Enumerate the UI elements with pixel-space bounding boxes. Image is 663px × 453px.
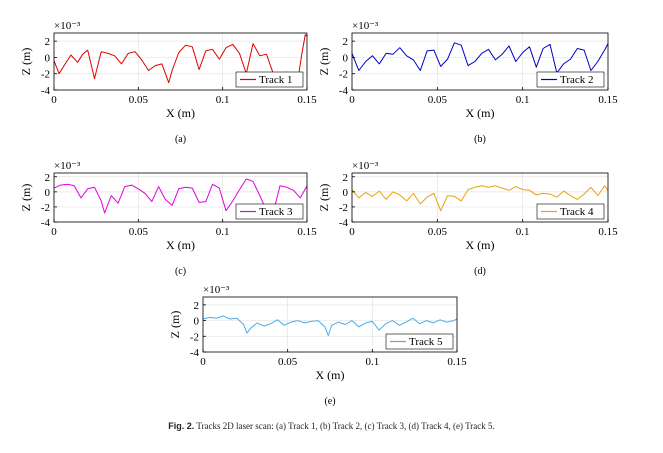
panel4-panel-label: (d) — [474, 266, 486, 277]
panel2-x-tick-label-1: 0.05 — [428, 94, 448, 106]
panel4-y-tick-label-3: 2 — [343, 172, 349, 184]
panel2-legend-box — [536, 71, 605, 88]
panel1-x-tick-label-0: 0 — [51, 94, 57, 106]
panel5-x-tick-label-2: 0.1 — [365, 356, 379, 368]
panel3-x-tick-label-2: 0.1 — [216, 226, 230, 238]
panel1-y-multiplier: ×10⁻³ — [54, 20, 81, 32]
panel4-y-axis-label: Z (m) — [317, 184, 331, 212]
panel3-x-axis-label: X (m) — [166, 238, 195, 252]
panel1-legend-box — [235, 71, 304, 88]
panel2-y-tick-label-0: -4 — [339, 85, 349, 97]
panel4-x-tick-label-2: 0.1 — [516, 226, 530, 238]
panel5-y-tick-label-0: -4 — [190, 347, 200, 359]
panel5-panel-label: (e) — [324, 396, 335, 407]
panel4-y-tick-label-0: -4 — [339, 217, 349, 229]
panel1-y-tick-label-1: -2 — [41, 69, 50, 81]
panel4-x-axis-label: X (m) — [466, 238, 495, 252]
panel3-y-tick-label-2: 0 — [45, 187, 51, 199]
panel5-x-tick-label-3: 0.15 — [447, 356, 467, 368]
panel3-y-axis-label: Z (m) — [19, 184, 33, 212]
panel3-y-multiplier: ×10⁻³ — [54, 160, 81, 172]
panel3-x-tick-label-3: 0.15 — [297, 226, 317, 238]
panel3-panel-label: (c) — [175, 266, 186, 277]
panel4-y-tick-label-2: 0 — [343, 187, 349, 199]
panel1-x-tick-label-2: 0.1 — [216, 94, 230, 106]
caption-label: Fig. 2. — [168, 421, 195, 431]
panel4-legend-box — [536, 203, 605, 220]
panel5-x-tick-label-1: 0.05 — [278, 356, 298, 368]
panel1-y-axis-label: Z (m) — [19, 48, 33, 76]
panel1-x-axis-label: X (m) — [166, 106, 195, 120]
panel4-x-tick-label-0: 0 — [349, 226, 355, 238]
panel5-series-line-0 — [202, 315, 458, 336]
panel4-series-line-0 — [351, 185, 609, 212]
panel2-x-tick-label-3: 0.15 — [598, 94, 618, 106]
panel3-x-tick-label-0: 0 — [51, 226, 57, 238]
panel2-x-tick-label-2: 0.1 — [516, 94, 530, 106]
panel5-axes-frame — [202, 296, 458, 353]
panel2-series-line-0 — [351, 42, 609, 74]
panel5-x-axis-label: X (m) — [316, 368, 345, 382]
panel2-panel-label: (b) — [474, 134, 486, 145]
panel2-axes-frame — [351, 32, 609, 91]
panel4-y-multiplier: ×10⁻³ — [352, 160, 379, 172]
panel4-axes-frame — [351, 172, 609, 223]
panel3-axes-frame — [53, 172, 308, 223]
panel4-x-tick-label-1: 0.05 — [428, 226, 448, 238]
panel2-legend-label: Track 2 — [560, 74, 594, 86]
panel3-legend-label: Track 3 — [259, 206, 293, 218]
panel1-x-tick-label-3: 0.15 — [297, 94, 317, 106]
panel4-y-tick-label-1: -2 — [339, 202, 348, 214]
panel2-y-tick-label-1: -2 — [339, 69, 348, 81]
panel3-legend-box — [235, 203, 304, 220]
panel2-y-tick-label-2: 0 — [343, 52, 349, 64]
figure-caption: Fig. 2. Tracks 2D laser scan: (a) Track … — [0, 421, 663, 431]
panel5-x-tick-label-0: 0 — [200, 356, 206, 368]
panel1-y-tick-label-3: 2 — [45, 36, 51, 48]
panel3-y-tick-label-1: -2 — [41, 202, 50, 214]
panel1-y-tick-label-2: 0 — [45, 52, 51, 64]
panel5-y-tick-label-3: 2 — [194, 300, 200, 312]
panel2-y-tick-label-3: 2 — [343, 36, 349, 48]
panel2-y-axis-label: Z (m) — [317, 48, 331, 76]
panel1-axes-frame — [53, 32, 308, 91]
panel1-legend-label: Track 1 — [259, 74, 293, 86]
panel2-x-tick-label-0: 0 — [349, 94, 355, 106]
panel4-legend-label: Track 4 — [560, 206, 594, 218]
panel1-y-tick-label-0: -4 — [41, 85, 51, 97]
panel5-legend-label: Track 5 — [409, 336, 443, 348]
panel5-y-tick-label-1: -2 — [190, 331, 199, 343]
caption-text: Tracks 2D laser scan: (a) Track 1, (b) T… — [196, 421, 495, 431]
panel5-y-multiplier: ×10⁻³ — [203, 284, 230, 296]
panel2-y-multiplier: ×10⁻³ — [352, 20, 379, 32]
panel3-y-tick-label-3: 2 — [45, 172, 51, 184]
panel5-legend-box — [385, 333, 454, 350]
panel3-x-tick-label-1: 0.05 — [129, 226, 149, 238]
panel3-y-tick-label-0: -4 — [41, 217, 51, 229]
panel5-y-axis-label: Z (m) — [168, 311, 182, 339]
panel1-panel-label: (a) — [175, 134, 186, 145]
panel5-y-tick-label-2: 0 — [194, 316, 200, 328]
panel1-x-tick-label-1: 0.05 — [129, 94, 149, 106]
panel2-x-axis-label: X (m) — [466, 106, 495, 120]
panel4-x-tick-label-3: 0.15 — [598, 226, 618, 238]
